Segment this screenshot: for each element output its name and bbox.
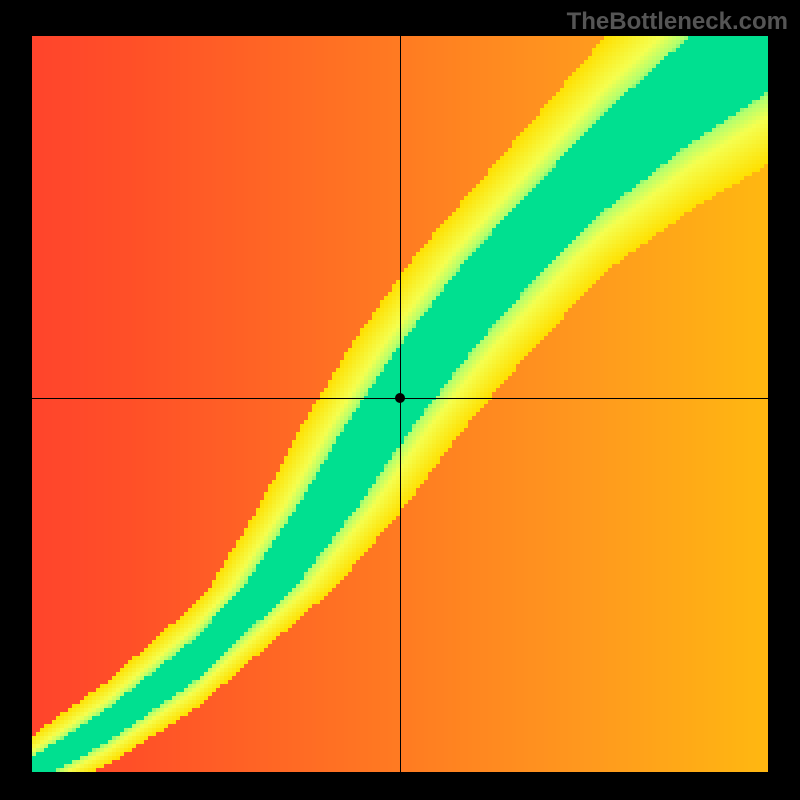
- watermark-text: TheBottleneck.com: [567, 8, 788, 36]
- crosshair-vertical: [400, 36, 401, 772]
